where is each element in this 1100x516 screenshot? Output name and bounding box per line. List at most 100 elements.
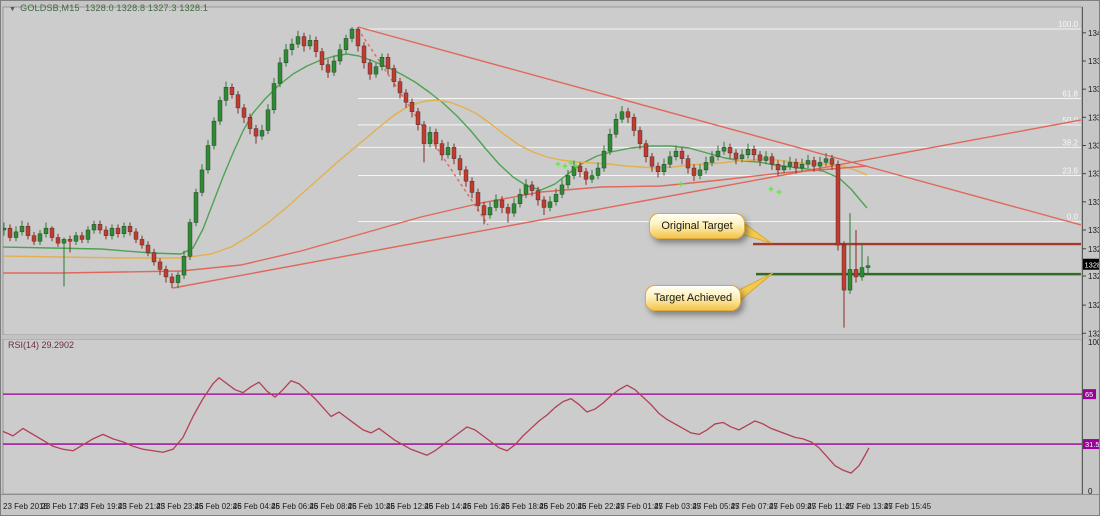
candle	[595, 162, 601, 180]
candle-body	[685, 158, 691, 169]
candle	[829, 154, 835, 170]
candle	[487, 201, 493, 219]
time-axis-label: 23 Feb 23:45	[156, 502, 204, 511]
candle-body	[529, 184, 535, 191]
candle-body	[847, 269, 853, 291]
candle	[259, 124, 265, 140]
candle-body	[619, 111, 625, 120]
candle	[817, 156, 823, 170]
candle	[175, 271, 181, 289]
candle	[115, 224, 121, 238]
time-axis-label: 26 Feb 12:45	[386, 502, 434, 511]
candle	[799, 158, 805, 172]
candle-body	[121, 226, 127, 234]
candle	[841, 241, 847, 328]
chart-dropdown-icon[interactable]: ▼	[9, 6, 17, 13]
price-axis-label: 1339.0	[1088, 57, 1100, 66]
candle-body	[691, 167, 697, 176]
candle	[541, 196, 547, 215]
ma-fast-green	[3, 53, 868, 255]
candle	[457, 154, 463, 176]
candle-body	[445, 147, 451, 156]
price-tick-mark	[555, 161, 561, 167]
candle	[631, 113, 637, 137]
candle	[121, 222, 127, 238]
panel-separator[interactable]	[1, 335, 1100, 339]
candle	[769, 153, 775, 170]
candle-body	[859, 267, 865, 278]
candle	[301, 32, 307, 52]
fib-level-label: 0.0	[1067, 213, 1079, 222]
candle	[559, 179, 565, 199]
candle-body	[223, 87, 229, 101]
candle-body	[631, 117, 637, 131]
time-axis-label: 27 Feb 11:45	[807, 502, 854, 511]
candle-body	[247, 117, 253, 129]
candle	[391, 64, 397, 88]
candle-body	[649, 156, 655, 167]
candle	[775, 160, 781, 176]
candle	[343, 34, 349, 54]
candle	[61, 237, 67, 287]
candle-body	[769, 156, 775, 165]
candle-body	[817, 162, 823, 167]
rsi-level-label: 31.5	[1085, 440, 1100, 449]
time-axis-label: 23 Feb 2018	[3, 502, 48, 511]
price-tick-mark	[768, 186, 774, 192]
candle-body	[613, 118, 619, 135]
candle-body	[337, 49, 343, 62]
candle	[211, 117, 217, 150]
price-tick-mark	[562, 163, 568, 169]
candle	[679, 147, 685, 165]
candle-body	[565, 175, 571, 186]
candle-body	[499, 199, 505, 208]
candle	[535, 186, 541, 206]
candle-body	[541, 199, 547, 208]
candle	[433, 128, 439, 150]
candle	[637, 126, 643, 150]
candle-body	[199, 169, 205, 193]
candle-body	[7, 227, 13, 238]
price-tick-mark	[776, 189, 782, 195]
candle	[145, 241, 151, 257]
trendline-descending-resistance[interactable]	[357, 26, 1081, 226]
candle-body	[439, 143, 445, 156]
candle-body	[823, 158, 829, 163]
candle-body	[517, 194, 523, 204]
candle-body	[661, 164, 667, 172]
candle	[157, 258, 163, 276]
time-axis-label: 27 Feb 07:45	[731, 502, 779, 511]
candle	[703, 156, 709, 174]
candle-body	[739, 154, 745, 159]
candle	[655, 162, 661, 178]
main-chart-panel	[2, 6, 1083, 336]
trendline-ascending-support[interactable]	[172, 119, 1081, 289]
candle	[853, 230, 859, 283]
candle-body	[625, 111, 631, 118]
candle-body	[835, 164, 841, 246]
candle-body	[211, 120, 217, 146]
candle-body	[343, 38, 349, 50]
candle	[649, 153, 655, 172]
candle	[3, 222, 7, 236]
price-axis-label: 1327.5	[1088, 272, 1100, 281]
candle	[49, 226, 55, 242]
time-axis-label: 26 Feb 02:45	[195, 502, 243, 511]
candle	[607, 128, 613, 155]
candle	[865, 256, 871, 276]
candle-body	[379, 57, 385, 67]
candle-body	[787, 162, 793, 167]
callout-original-target[interactable]: Original Target	[649, 213, 745, 239]
price-axis-label: 1336.0	[1088, 113, 1100, 122]
rsi-level-tag	[1083, 439, 1099, 450]
candle	[553, 188, 559, 206]
candle-body	[253, 128, 259, 137]
candle-body	[313, 40, 319, 52]
fib-level-label: 23.6	[1062, 167, 1078, 176]
callout-target-achieved[interactable]: Target Achieved	[645, 285, 741, 311]
candle-body	[607, 134, 613, 152]
candle	[721, 141, 727, 155]
candle	[181, 250, 187, 279]
price-axis-label: 1330.0	[1088, 226, 1100, 235]
candle-body	[595, 167, 601, 176]
